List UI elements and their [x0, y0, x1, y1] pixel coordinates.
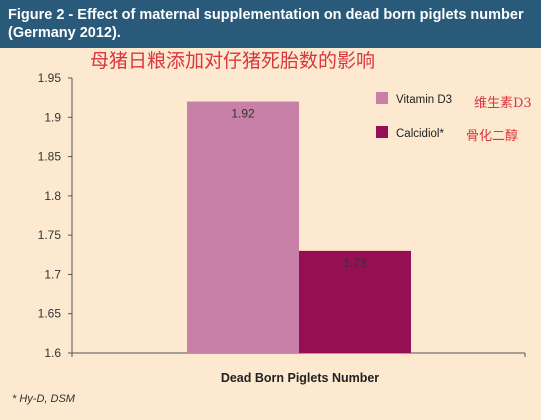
chinese-title-overlay: 母猪日粮添加对仔猪死胎数的影响	[90, 50, 376, 72]
bar-vitamin-d3	[187, 101, 299, 353]
y-tick-label: 1.9	[44, 110, 61, 124]
y-tick-label: 1.6	[44, 346, 61, 360]
figure-header: Figure 2 - Effect of maternal supplement…	[0, 0, 541, 48]
figure-title: Figure 2 - Effect of maternal supplement…	[8, 7, 524, 41]
bar-data-label: 1.73	[343, 256, 367, 270]
x-axis-label: Dead Born Piglets Number	[221, 371, 379, 385]
legend: Vitamin D3 Calcidiol*	[376, 92, 452, 140]
legend-label: Vitamin D3	[396, 94, 452, 106]
y-tick-label: 1.8	[44, 189, 61, 203]
y-tick-label: 1.7	[44, 267, 61, 281]
legend-swatch	[376, 92, 388, 104]
y-tick-label: 1.95	[38, 71, 62, 85]
y-axis: 1.6 1.65 1.7 1.75 1.8 1.85 1.9 1.95	[38, 71, 526, 360]
legend-swatch	[376, 126, 388, 138]
y-tick-label: 1.85	[38, 150, 62, 164]
y-tick-label: 1.75	[38, 228, 62, 242]
bar-calcidiol	[299, 250, 411, 353]
footnote: * Hy-D, DSM	[12, 393, 75, 405]
legend-label: Calcidiol*	[396, 128, 444, 140]
bars: 1.92 1.73	[187, 101, 411, 353]
chinese-legend-calcidiol: 骨化二醇	[466, 129, 519, 144]
bar-data-label: 1.92	[231, 107, 255, 121]
y-tick-label: 1.65	[38, 307, 62, 321]
chinese-legend-vitamin-d3: 维生素D3	[474, 96, 532, 111]
